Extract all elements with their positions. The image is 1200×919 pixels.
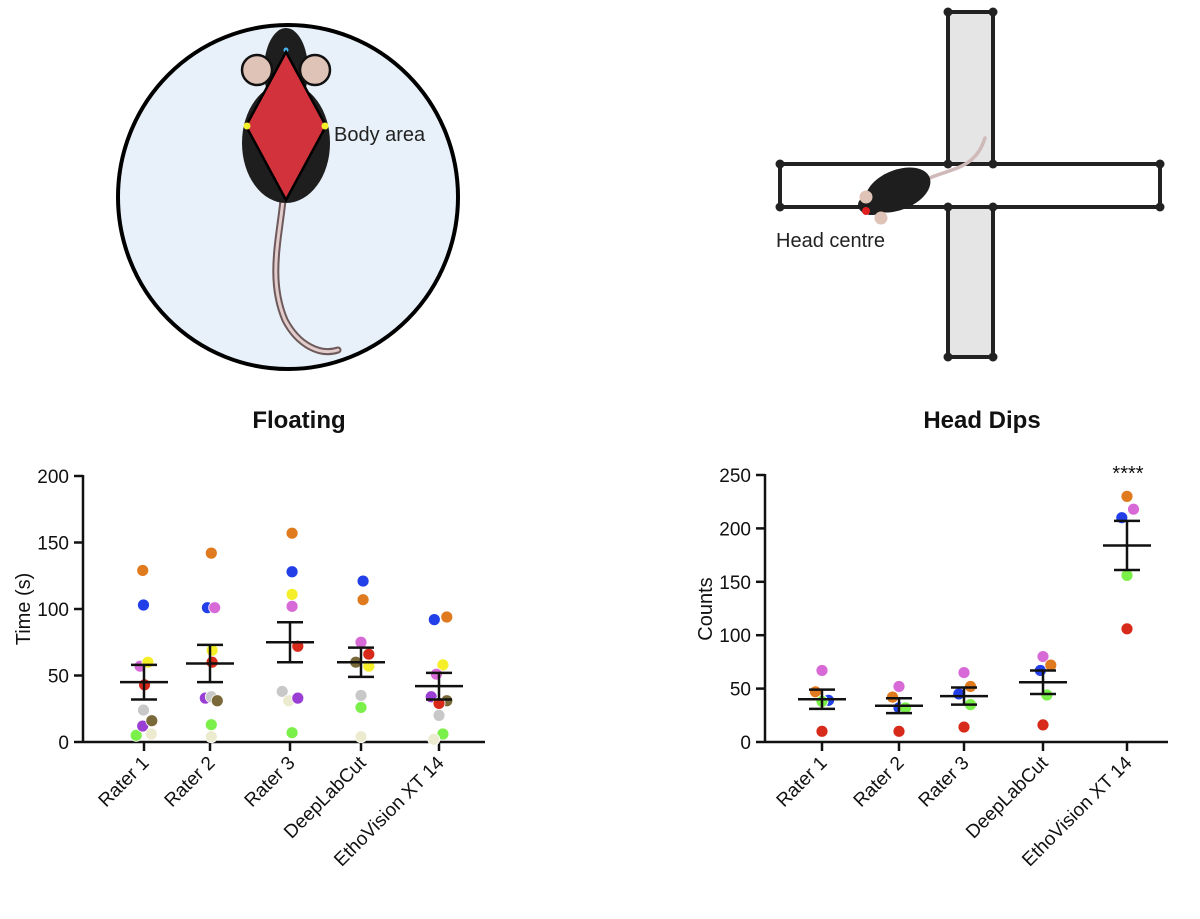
data-point	[440, 610, 454, 624]
data-point	[204, 718, 218, 732]
y-tick-label: 100	[719, 626, 751, 647]
x-tick-label: Rater 3	[915, 753, 974, 812]
data-point	[204, 730, 218, 744]
y-tick-label: 0	[740, 733, 751, 754]
data-point	[136, 564, 150, 577]
data-point	[892, 680, 906, 693]
swim-test-illustration: Body area	[116, 23, 460, 371]
data-point	[1120, 489, 1134, 503]
maze-arm-bottom	[946, 205, 995, 359]
data-point	[815, 664, 829, 677]
data-point	[362, 647, 376, 661]
data-point	[427, 613, 441, 627]
mouse-ear-right	[298, 53, 332, 87]
x-tick-label: Rater 1	[773, 753, 832, 812]
y-tick-label: 0	[58, 733, 69, 754]
x-tick-label: Rater 2	[850, 753, 909, 812]
plus-maze-illustration: Head centre	[775, 7, 1165, 362]
data-point	[427, 732, 441, 746]
y-tick-label: 100	[37, 600, 69, 621]
data-point	[892, 724, 906, 738]
y-tick-label: 50	[730, 680, 751, 701]
maze-corner-dots	[775, 7, 1165, 362]
significance-annotation: ****	[1112, 463, 1143, 485]
body-area-label: Body area	[334, 124, 426, 146]
x-tick-label: DeepLabCut	[962, 752, 1053, 843]
data-point	[137, 598, 150, 612]
y-axis-label: Counts	[695, 577, 717, 640]
data-point	[1036, 650, 1050, 663]
data-point	[285, 726, 299, 740]
mouse-tail-inner	[274, 198, 340, 354]
data-point	[291, 691, 305, 705]
data-point	[354, 730, 368, 744]
maze-mouse-ear-left	[859, 190, 873, 204]
data-point	[275, 685, 289, 698]
data-point	[957, 720, 971, 734]
data-point	[429, 667, 443, 681]
chart-title: Head Dips	[923, 407, 1040, 434]
data-point	[204, 546, 218, 560]
keypoint-left	[243, 122, 251, 130]
y-axis-label: Time (s)	[13, 573, 35, 646]
data-point	[436, 658, 450, 672]
data-point	[210, 694, 224, 708]
maze-mouse-ear-right	[874, 211, 888, 225]
x-tick-label: Rater 2	[161, 753, 220, 812]
body-area-polygon	[244, 49, 328, 203]
keypoint-right	[321, 122, 329, 130]
maze-mouse-tail	[923, 136, 987, 182]
data-point	[957, 666, 971, 679]
data-point	[129, 728, 143, 742]
y-tick-label: 200	[37, 467, 69, 488]
y-tick-label: 150	[719, 573, 751, 594]
data-point	[145, 714, 159, 728]
y-tick-label: 50	[48, 667, 69, 688]
data-point	[285, 526, 299, 540]
head-centre-point	[862, 207, 870, 215]
data-point	[208, 601, 222, 615]
data-point	[356, 593, 370, 607]
x-tick-label: Rater 1	[95, 753, 154, 812]
data-point	[354, 701, 368, 714]
data-point	[1036, 718, 1050, 732]
data-point	[137, 703, 150, 717]
data-point	[1120, 622, 1134, 636]
data-point	[285, 587, 299, 601]
y-tick-label: 150	[37, 534, 69, 555]
y-tick-label: 200	[719, 519, 751, 540]
x-tick-label: Rater 3	[241, 753, 300, 812]
data-point	[432, 709, 446, 722]
mouse-ear-left	[240, 53, 274, 87]
data-point	[144, 727, 158, 741]
data-point	[285, 599, 299, 613]
data-point	[205, 655, 219, 669]
maze-arm-top	[946, 10, 995, 166]
data-point	[354, 689, 368, 702]
data-point	[1127, 502, 1140, 516]
data-point	[356, 574, 370, 588]
head-dips-chart: Head Dips Counts **** 0 50 100 150 200 250 Rat…	[695, 407, 1168, 871]
data-point	[285, 565, 299, 579]
maze-arm-horizontal	[778, 162, 1162, 209]
y-tick-label: 250	[719, 466, 751, 487]
head-centre-label: Head centre	[776, 230, 885, 252]
data-point	[815, 724, 829, 738]
chart-title: Floating	[252, 407, 345, 434]
